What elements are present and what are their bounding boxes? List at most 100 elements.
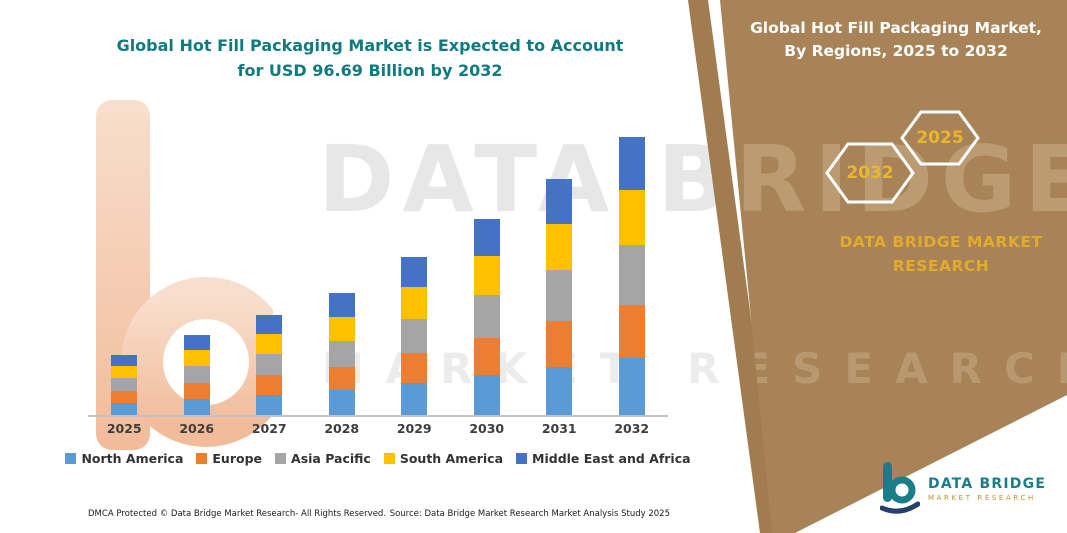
x-label-slot: 2027 [233, 421, 306, 436]
bar-stack-2030 [473, 219, 500, 415]
bar-slot [451, 219, 524, 415]
x-axis-label: 2026 [179, 421, 215, 436]
legend-swatch [65, 453, 77, 464]
x-label-slot: 2030 [451, 421, 524, 436]
bar-segment [183, 366, 210, 384]
x-axis-label: 2025 [106, 421, 142, 436]
x-axis-label: 2027 [251, 421, 287, 436]
chart-title: Global Hot Fill Packaging Market is Expe… [116, 36, 624, 80]
legend-item: South America [383, 451, 504, 466]
bar-slot [161, 334, 234, 415]
bar-stack-2032 [618, 136, 645, 415]
panel-title: Global Hot Fill Packaging Market, By Reg… [750, 19, 1042, 61]
legend-item: North America [65, 451, 183, 466]
bar-stack-2027 [256, 314, 283, 415]
plot-area [88, 124, 668, 417]
x-axis-label: 2032 [614, 421, 650, 436]
brand-name: DATA BRIDGE MARKET RESEARCH [839, 233, 1043, 276]
bar-segment [328, 316, 355, 341]
hexagon-2032-icon [824, 141, 916, 209]
legend-label: North America [81, 451, 184, 466]
source-text: Source: Data Bridge Market Research Mark… [389, 509, 670, 519]
x-label-slot: 2031 [523, 421, 596, 436]
bar-segment [401, 318, 428, 353]
bar-segment [546, 223, 573, 271]
bar-slot [88, 354, 161, 415]
bar-segment [401, 256, 428, 288]
legend-item: Middle East and Africa [516, 451, 691, 466]
hexagon-2025-icon [899, 109, 981, 171]
bar-segment [328, 366, 355, 391]
bar-segment [256, 353, 283, 376]
legend: North America Europe Asia Pacific South Ame… [65, 451, 691, 466]
x-axis-label: 2028 [324, 421, 360, 436]
bar-segment [111, 378, 138, 392]
panel-watermark-marketresearch: MARKET RESEARCH [322, 344, 1067, 393]
bar-segment [111, 391, 138, 403]
bar-segment [473, 337, 500, 375]
bar-segment [401, 287, 428, 319]
bar-segment [256, 333, 283, 354]
bar-stack-2031 [546, 178, 573, 415]
bar-segment [546, 178, 573, 224]
footer: DMCA Protected © Data Bridge Market Rese… [88, 509, 670, 519]
x-label-slot: 2032 [596, 421, 669, 436]
bar-segment [546, 366, 573, 415]
databridge-logo-icon [879, 460, 921, 518]
bar-slot [306, 293, 379, 415]
bar-stack-2029 [401, 256, 428, 415]
legend-item: Asia Pacific [275, 451, 371, 466]
bar-stack-2028 [328, 293, 355, 415]
x-axis-label: 2031 [541, 421, 577, 436]
bar-segment [618, 304, 645, 358]
x-axis-labels: 2025 2026 2027 2028 2029 2030 2031 2032 [88, 421, 668, 436]
bar-segment [618, 358, 645, 415]
legend-item: Europe [196, 451, 262, 466]
bar-stack-2026 [183, 334, 210, 415]
bar-segment [618, 136, 645, 190]
bar-segment [111, 366, 138, 379]
x-label-slot: 2025 [88, 421, 161, 436]
bar-segment [618, 244, 645, 305]
logo-tagline: MARKET RESEARCH [928, 494, 1036, 502]
bar-segment [401, 382, 428, 415]
bar-segment [546, 321, 573, 367]
bar-segment [328, 340, 355, 367]
databridge-logo: DATA BRIDGE MARKET RESEARCH [879, 460, 1060, 518]
dmca-text: DMCA Protected © Data Bridge Market Rese… [88, 509, 387, 519]
bar-segment [328, 390, 355, 415]
bar-segment [401, 352, 428, 383]
bar-segment [256, 375, 283, 395]
bar-segment [618, 189, 645, 245]
hexagon-2032-label: 2032 [846, 163, 894, 183]
bar-segment [473, 219, 500, 257]
bar-slot [596, 136, 669, 415]
bar-segment [256, 314, 283, 334]
legend-swatch [516, 453, 528, 464]
x-label-slot: 2029 [378, 421, 451, 436]
legend-label: Europe [212, 451, 263, 466]
logo-text-block: DATA BRIDGE MARKET RESEARCH [928, 476, 1046, 502]
bar-stack-2025 [111, 354, 138, 415]
legend-swatch [383, 453, 395, 464]
legend-label: South America [399, 451, 504, 466]
bar-segment [111, 354, 138, 367]
x-label-slot: 2026 [161, 421, 234, 436]
bar-slot [523, 178, 596, 415]
bar-segment [328, 293, 355, 317]
x-axis-label: 2029 [396, 421, 432, 436]
logo-name: DATA BRIDGE [928, 476, 1047, 492]
legend-swatch [196, 453, 208, 464]
bar-segment [183, 398, 210, 415]
bar-slot [233, 314, 306, 415]
bar-segment [473, 256, 500, 296]
bar-segment [473, 375, 500, 415]
bar-segment [183, 383, 210, 399]
x-axis-label: 2030 [469, 421, 505, 436]
bar-segment [473, 295, 500, 338]
bar-segment [111, 402, 138, 415]
x-label-slot: 2028 [306, 421, 379, 436]
bar-segment [256, 394, 283, 415]
legend-swatch [275, 453, 287, 464]
